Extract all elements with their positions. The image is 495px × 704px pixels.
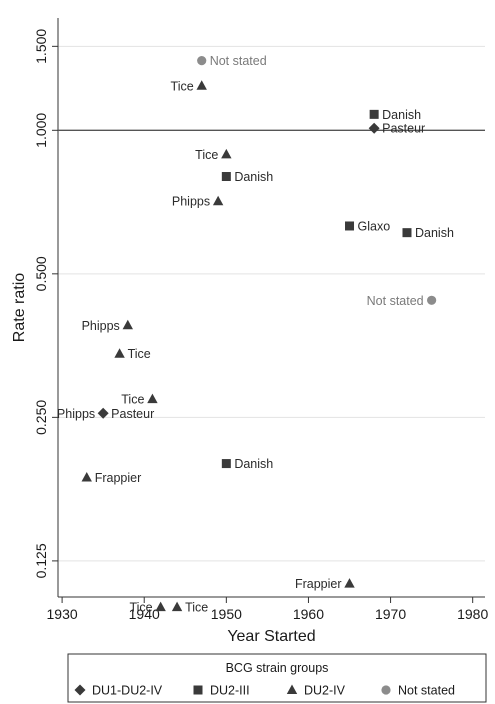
data-point-triangle	[344, 578, 355, 588]
data-point-diamond	[97, 407, 109, 419]
data-point-triangle	[114, 348, 125, 358]
data-label: Phipps	[82, 319, 120, 333]
y-tick-label: 0.500	[33, 256, 49, 291]
data-point-diamond	[368, 122, 380, 134]
data-label: Phipps	[172, 195, 210, 209]
legend-marker-square	[193, 685, 203, 695]
data-point-triangle	[122, 319, 133, 330]
legend-label: DU2-III	[210, 684, 250, 698]
data-point-triangle	[212, 195, 224, 206]
x-tick-label: 1970	[375, 606, 406, 622]
legend-marker-circle	[381, 685, 391, 695]
data-label: Pasteur	[111, 407, 154, 421]
data-label: Tice	[128, 347, 151, 361]
data-label: Tice	[185, 601, 208, 615]
y-tick-label: 1.000	[33, 113, 49, 148]
y-axis-title: Rate ratio	[11, 273, 28, 342]
y-tick-label: 0.250	[33, 400, 49, 435]
legend-box	[67, 653, 487, 703]
data-point-circle	[197, 56, 207, 66]
legend-marker-triangle	[286, 684, 298, 694]
data-point-square	[345, 221, 355, 231]
data-point-square	[402, 228, 412, 238]
data-point-triangle	[221, 148, 232, 159]
data-label: Phipps	[57, 407, 95, 421]
legend-label: DU2-IV	[304, 684, 346, 698]
data-label: Frappier	[295, 577, 342, 591]
data-label: Pasteur	[382, 122, 425, 136]
x-tick-label: 1950	[211, 606, 242, 622]
axes: 0.125 0.250 0.500 1.000 1.500 1930 1940 1950 196…	[33, 18, 488, 622]
data-label: Glaxo	[358, 219, 391, 233]
data-label: Tice	[129, 601, 152, 615]
x-axis-title: Year Started	[227, 628, 315, 645]
legend-title: BCG strain groups	[226, 661, 329, 675]
data-label: Tice	[171, 79, 194, 93]
x-tick-label: 1960	[293, 606, 324, 622]
x-tick-label: 1940	[129, 606, 160, 622]
data-label: Tice	[195, 148, 218, 162]
data-points	[81, 56, 437, 612]
x-tick-label: 1930	[47, 606, 78, 622]
data-label: Frappier	[95, 471, 142, 485]
data-point-triangle	[171, 601, 183, 612]
data-point-square	[221, 172, 231, 182]
data-point-triangle	[147, 393, 158, 404]
y-tick-label: 0.125	[33, 543, 49, 578]
data-point-square	[221, 459, 231, 469]
data-point-circle	[427, 295, 437, 305]
legend-label: Not stated	[398, 684, 455, 698]
y-tick-label: 1.500	[33, 29, 49, 64]
legend: BCG strain groups DU1-DU2-IV DU2-III DU2-I…	[67, 653, 487, 703]
data-label: Danish	[234, 170, 273, 184]
data-label: Not stated	[367, 294, 424, 308]
data-label: Danish	[415, 226, 454, 240]
x-tick-label: 1980	[457, 606, 488, 622]
data-point-triangle	[196, 80, 207, 90]
data-point-square	[369, 109, 379, 119]
data-point-triangle	[81, 471, 92, 482]
data-label: Not stated	[210, 54, 267, 68]
data-point-triangle	[155, 601, 166, 612]
data-label: Danish	[382, 108, 421, 122]
legend-label: DU1-DU2-IV	[92, 684, 163, 698]
legend-marker-diamond	[74, 684, 86, 696]
data-label: Danish	[234, 457, 273, 471]
data-label: Tice	[121, 393, 144, 407]
